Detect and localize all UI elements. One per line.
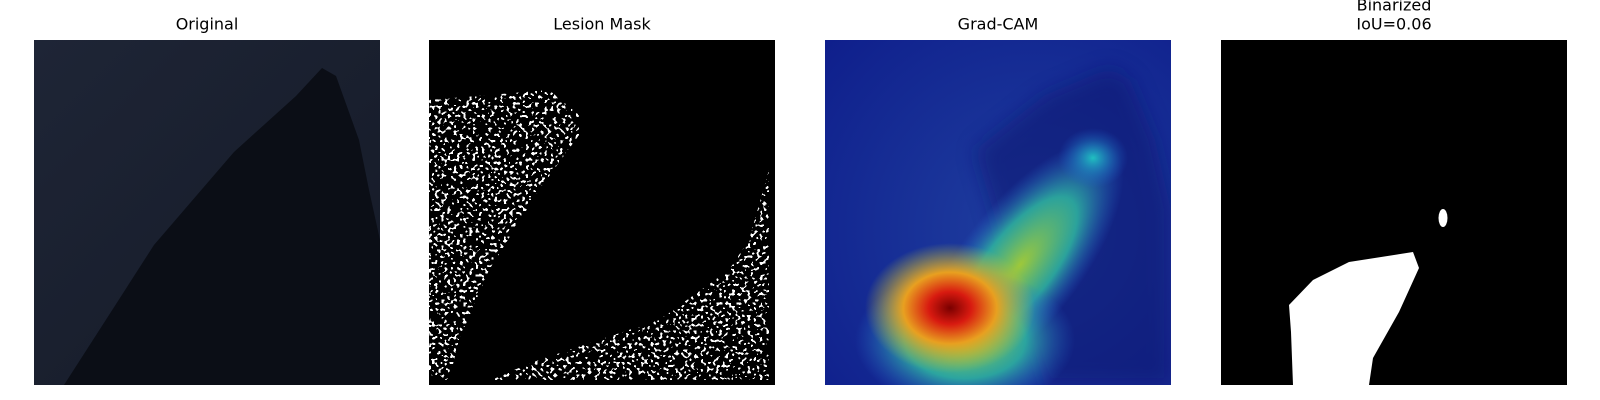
- panel-title: Original: [176, 15, 239, 34]
- panel-title: Grad-CAM: [958, 15, 1039, 34]
- binary-region: [1438, 209, 1448, 227]
- lesion-region: [64, 68, 380, 385]
- original-image: [34, 40, 380, 385]
- panel-title: IoU=0.06: [1356, 15, 1431, 34]
- panel-title: Lesion Mask: [553, 15, 651, 34]
- binary-background: [1221, 40, 1567, 385]
- panel-title: Binarized: [1357, 0, 1432, 15]
- binarized-image: [1221, 40, 1567, 385]
- grad-cam-canvas: [825, 40, 1171, 385]
- lesion-mask-image: [429, 40, 775, 385]
- cam-hotspot: [865, 243, 1035, 373]
- grad-cam-image: [825, 40, 1171, 385]
- cam-heat: [1058, 128, 1128, 188]
- binary-region: [1289, 252, 1419, 385]
